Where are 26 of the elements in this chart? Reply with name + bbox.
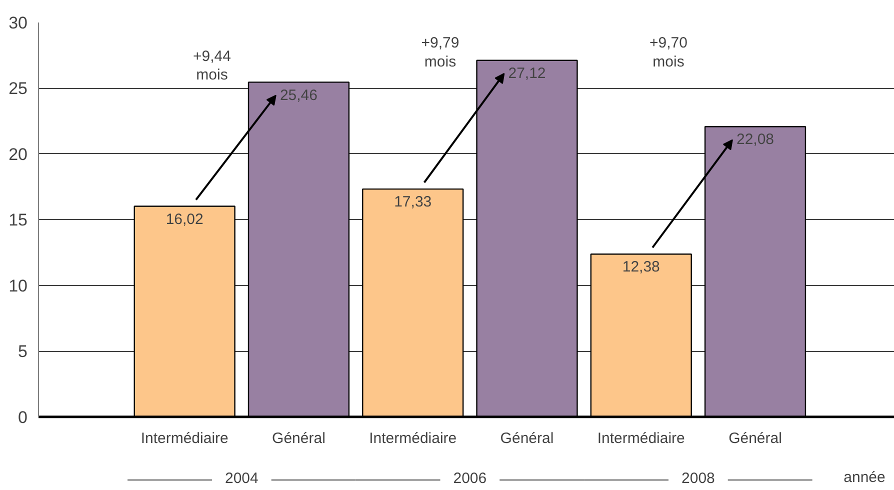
y-tick-label: 5 — [18, 342, 28, 362]
data-label: 25,46 — [280, 86, 318, 104]
y-tick-label: 30 — [8, 14, 28, 32]
annotation: +9,70 mois — [650, 34, 688, 70]
series-label: Intermédiaire — [140, 430, 228, 448]
data-label: 16,02 — [166, 210, 204, 228]
y-tick-label: 25 — [8, 79, 28, 98]
y-tick-label: 10 — [8, 276, 28, 296]
x-axis-title: année — [844, 468, 886, 486]
text: Intermédiaire — [597, 430, 685, 448]
text: Intermédiaire — [369, 430, 457, 448]
text: Général — [728, 430, 782, 448]
data-label: 22,08 — [736, 131, 774, 148]
series-label: Général — [272, 430, 326, 448]
data-label: 17,33 — [394, 194, 432, 211]
data-label: 12,38 — [622, 258, 660, 276]
y-tick-label: 0 — [18, 408, 28, 427]
y-tick-label: 20 — [8, 144, 28, 164]
data-label: 27,12 — [508, 64, 546, 82]
y-tick-label: 15 — [8, 210, 28, 230]
x-tick-label: 2004 — [224, 470, 258, 487]
x-tick-label: 2006 — [453, 470, 487, 487]
text: Général — [500, 430, 554, 448]
x-tick-label: 2008 — [682, 470, 715, 487]
annotation: +9,79 mois — [421, 34, 460, 70]
annotation: +9,44 mois — [193, 48, 231, 84]
